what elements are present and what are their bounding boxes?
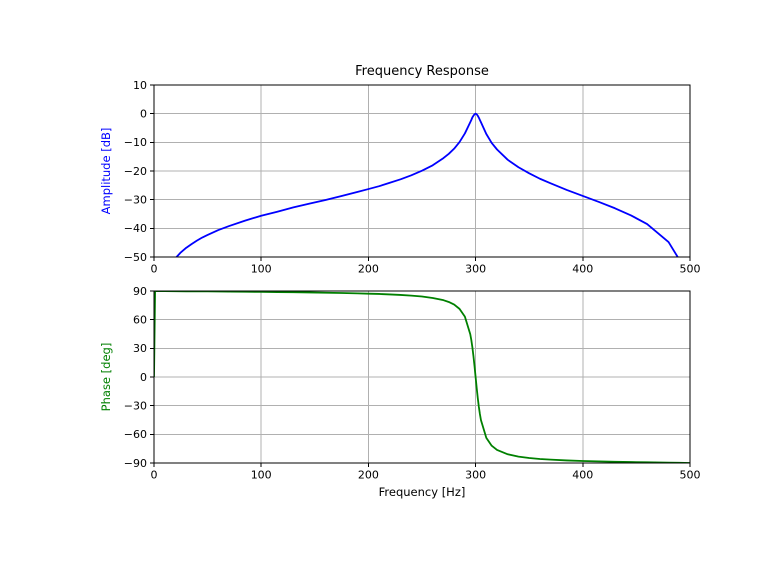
x-tick-label: 400 bbox=[572, 263, 593, 276]
y-tick-label: −30 bbox=[124, 399, 147, 412]
x-tick-label: 400 bbox=[572, 469, 593, 482]
x-tick-label: 300 bbox=[465, 469, 486, 482]
y-tick-label: 10 bbox=[133, 79, 147, 92]
amplitude-line bbox=[175, 112, 679, 257]
x-tick-label: 100 bbox=[251, 263, 272, 276]
y-tick-label: 60 bbox=[133, 313, 147, 326]
y-tick-label: −30 bbox=[124, 193, 147, 206]
x-tick-label: 500 bbox=[680, 263, 701, 276]
y-tick-label: 0 bbox=[140, 107, 147, 120]
x-tick-label: 0 bbox=[151, 263, 158, 276]
x-tick-label: 200 bbox=[358, 469, 379, 482]
x-tick-label: 100 bbox=[251, 469, 272, 482]
x-axis-label: Frequency [Hz] bbox=[378, 485, 466, 499]
phase-line bbox=[154, 291, 690, 463]
y-tick-label: −90 bbox=[124, 457, 147, 470]
y-tick-label: 0 bbox=[140, 371, 147, 384]
x-tick-label: 0 bbox=[151, 469, 158, 482]
y-tick-label: −50 bbox=[124, 251, 147, 264]
chart-title: Frequency Response bbox=[355, 64, 489, 79]
y-tick-label: −40 bbox=[124, 222, 147, 235]
x-tick-label: 300 bbox=[465, 263, 486, 276]
x-tick-label: 500 bbox=[680, 469, 701, 482]
x-tick-label: 200 bbox=[358, 263, 379, 276]
y-tick-label: 90 bbox=[133, 285, 147, 298]
y-tick-label: −10 bbox=[124, 136, 147, 149]
y-tick-label: 30 bbox=[133, 342, 147, 355]
phase-axis-label: Phase [deg] bbox=[99, 342, 113, 412]
y-tick-label: −20 bbox=[124, 165, 147, 178]
y-tick-label: −60 bbox=[124, 428, 147, 441]
